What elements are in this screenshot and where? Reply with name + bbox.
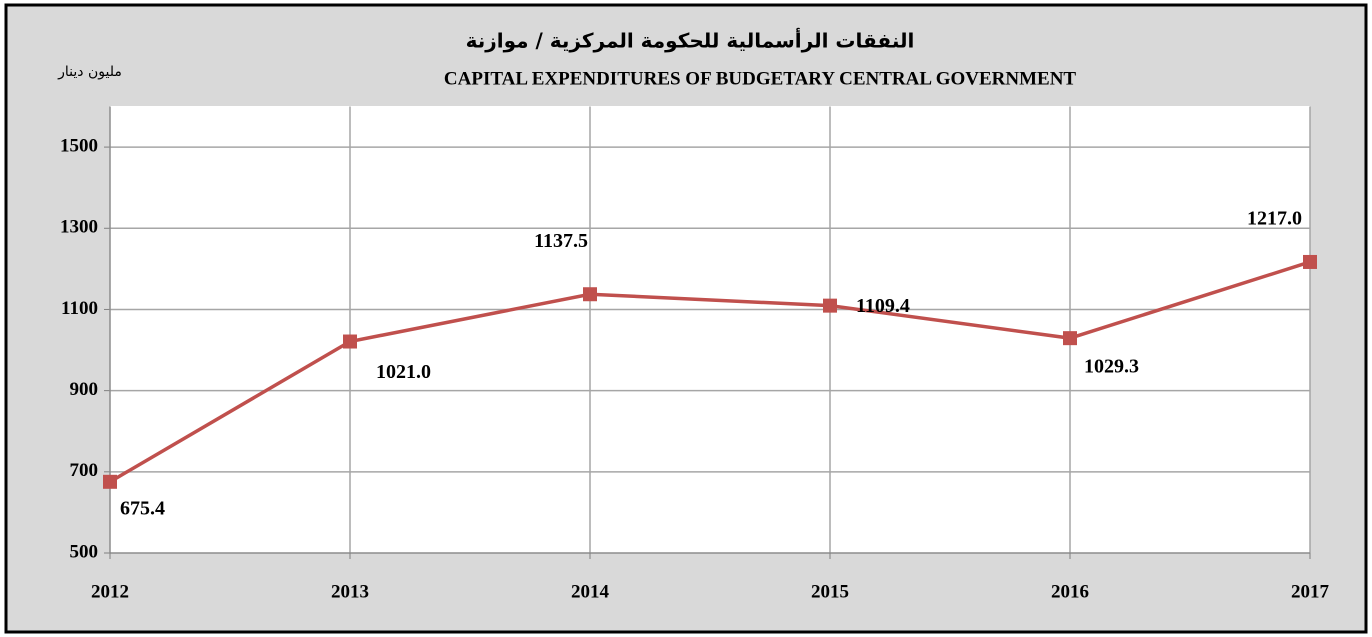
y-axis-label: مليون دينار bbox=[57, 64, 122, 80]
plot-area bbox=[110, 106, 1310, 553]
data-point bbox=[343, 334, 357, 349]
y-tick-label: 1300 bbox=[60, 217, 98, 238]
data-label: 675.4 bbox=[120, 497, 165, 519]
chart-title: النفقات الرأسمالية للحكومة المركزية / مو… bbox=[466, 27, 915, 53]
y-tick-label: 700 bbox=[70, 460, 99, 481]
data-label: 1217.0 bbox=[1247, 208, 1302, 230]
data-line bbox=[109, 260, 1311, 484]
data-point bbox=[103, 474, 117, 489]
data-label: 1021.0 bbox=[376, 361, 431, 383]
x-tick-label: 2013 bbox=[331, 581, 369, 602]
data-point bbox=[1303, 254, 1317, 269]
data-point bbox=[1063, 331, 1077, 346]
y-tick-label: 900 bbox=[70, 379, 99, 400]
data-point bbox=[823, 298, 837, 313]
data-point bbox=[583, 287, 597, 302]
x-tick-label: 2017 bbox=[1291, 581, 1330, 602]
data-label: 1109.4 bbox=[856, 295, 910, 317]
x-tick-label: 2014 bbox=[571, 581, 610, 602]
x-tick-label: 2012 bbox=[91, 581, 129, 602]
chart-subtitle: CAPITAL EXPENDITURES OF BUDGETARY CENTRA… bbox=[444, 68, 1077, 89]
y-tick-label: 500 bbox=[70, 541, 99, 562]
data-label: 1029.3 bbox=[1084, 356, 1139, 378]
y-tick-label: 1100 bbox=[61, 298, 98, 319]
x-tick-label: 2015 bbox=[811, 581, 849, 602]
y-tick-label: 1500 bbox=[60, 135, 98, 156]
data-label: 1137.5 bbox=[534, 230, 588, 252]
x-tick-label: 2016 bbox=[1051, 581, 1089, 602]
